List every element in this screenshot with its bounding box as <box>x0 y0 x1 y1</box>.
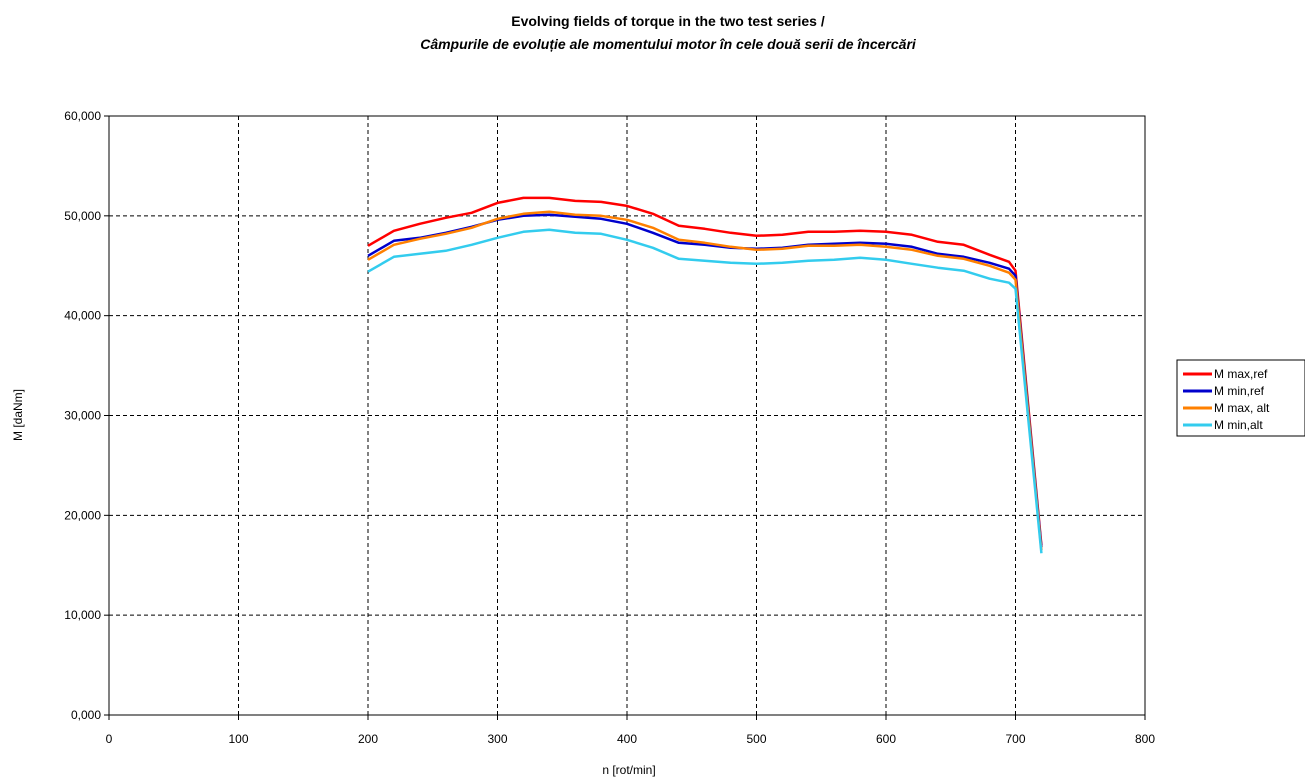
x-tick-label: 100 <box>228 732 248 746</box>
y-tick-label: 10,000 <box>64 608 101 622</box>
series-line-4 <box>367 228 1043 554</box>
series-line-3 <box>367 210 1043 551</box>
legend: M max,ref M min,ref M max, alt M min,alt <box>1176 359 1305 437</box>
grid-lines <box>109 116 1145 715</box>
legend-label: M max, alt <box>1214 401 1270 415</box>
y-tick-label: 60,000 <box>64 109 101 123</box>
x-tick-label: 0 <box>106 732 113 746</box>
y-tick-label: 50,000 <box>64 209 101 223</box>
legend-label: M max,ref <box>1214 367 1268 381</box>
y-tick-label: 30,000 <box>64 409 101 423</box>
legend-label: M min,ref <box>1214 384 1265 398</box>
x-tick-label: 500 <box>746 732 766 746</box>
legend-label: M min,alt <box>1214 418 1263 432</box>
x-tick-label: 700 <box>1005 732 1025 746</box>
y-tick-label: 20,000 <box>64 508 101 522</box>
y-tick-label: 40,000 <box>64 309 101 323</box>
chart-subtitle: Câmpurile de evoluție ale momentului mot… <box>420 36 917 52</box>
x-tick-label: 300 <box>487 732 507 746</box>
y-axis-label: M [daNm] <box>11 389 25 441</box>
x-tick-label: 400 <box>617 732 637 746</box>
x-tick-label: 200 <box>358 732 378 746</box>
x-tick-label: 800 <box>1135 732 1155 746</box>
x-tick-label: 600 <box>876 732 896 746</box>
series-lines <box>367 196 1043 554</box>
tick-labels: 0 100 200 300 400 500 600 700 800 0,000 10,000 20,0… <box>64 109 1155 746</box>
x-axis-label: n [rot/min] <box>602 763 655 777</box>
series-line-1 <box>367 196 1043 546</box>
y-tick-label: 0,000 <box>71 708 101 722</box>
chart-title: Evolving fields of torque in the two tes… <box>511 13 825 29</box>
